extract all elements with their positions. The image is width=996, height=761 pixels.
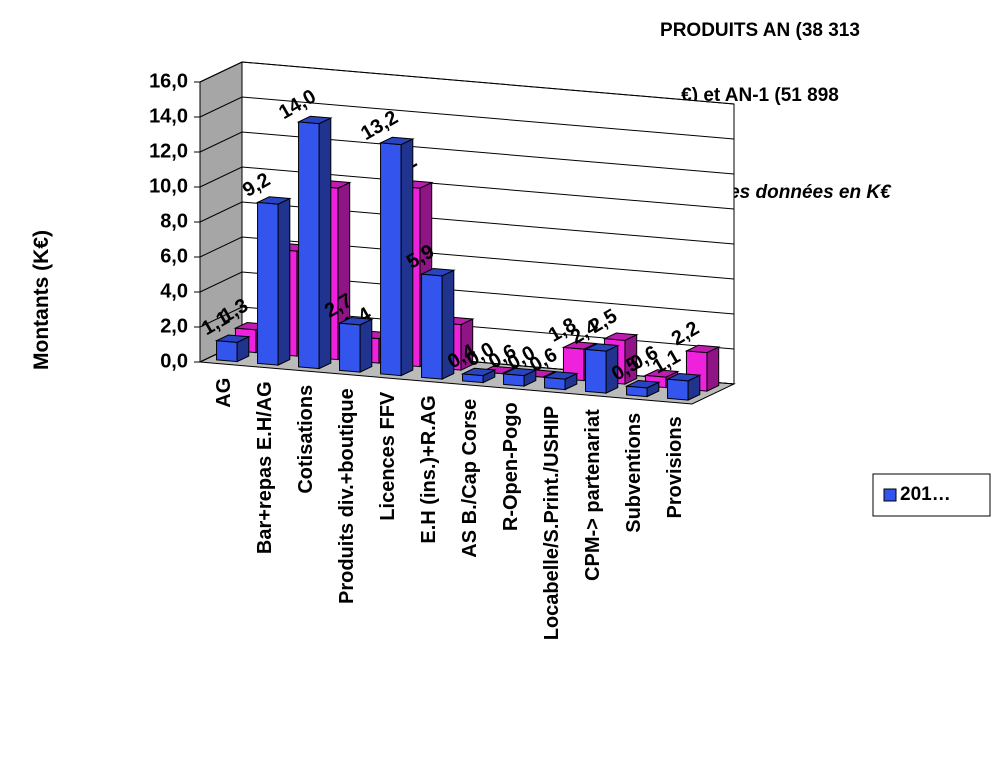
bar-top: [378, 136, 415, 146]
y-tick-label: 6,0: [160, 245, 188, 267]
bar-front: [585, 348, 607, 394]
grid-line: [199, 201, 735, 245]
grid-line: [199, 306, 735, 350]
bar-top: [684, 344, 721, 354]
x-tick-label: E.H (ins.)+R.AG: [418, 395, 440, 543]
bar-side: [359, 318, 373, 373]
bar: [255, 196, 292, 366]
chart-title: PRODUITS AN (38 313: [660, 20, 860, 41]
y-tick-label: 16,0: [149, 70, 188, 92]
bar: [542, 371, 579, 391]
bar-front: [667, 378, 689, 401]
bar-top: [583, 343, 620, 352]
chart-title: €) et AN-1 (51 898: [681, 85, 839, 106]
x-tick-label: AG: [213, 378, 235, 408]
x-tick-label: Cotisations: [295, 385, 317, 494]
bar-top: [255, 196, 292, 205]
y-tick-label: 4,0: [160, 280, 188, 302]
bar-top: [501, 367, 538, 377]
bar: [214, 334, 251, 363]
bar-top: [643, 369, 680, 378]
bar-top: [214, 334, 251, 343]
bar-side: [277, 197, 291, 366]
bar-top: [602, 332, 639, 341]
legend-label: 201…: [900, 484, 951, 505]
x-tick-label: Provisions: [664, 416, 686, 518]
y-tick-label: 14,0: [149, 105, 188, 127]
bar-top: [561, 341, 598, 350]
x-tick-label: AS B./Cap Corse: [459, 399, 481, 558]
y-tick-label: 0,0: [160, 350, 188, 372]
x-tick-label: Locabelle/S.Print./USHIP: [541, 406, 563, 641]
bar-front: [339, 322, 361, 373]
bar: [583, 343, 620, 394]
x-tick-label: Licences FFV: [377, 391, 399, 521]
y-tick-label: 10,0: [149, 175, 188, 197]
grid-line: [199, 166, 735, 210]
bar: [419, 268, 456, 380]
grid-line: [199, 61, 735, 105]
bar: [665, 373, 702, 401]
bar-top: [542, 371, 579, 380]
bar-top: [419, 268, 456, 277]
x-tick-label: Bar+repas E.H/AG: [254, 381, 276, 554]
bar: [378, 136, 415, 377]
y-tick-label: 2,0: [160, 315, 188, 337]
bar-top: [665, 373, 702, 382]
bar: [337, 317, 374, 373]
x-tick-label: R-Open-Pogo: [500, 402, 522, 531]
bar: [460, 367, 497, 384]
bar-front: [216, 340, 238, 363]
y-tick-label: 12,0: [149, 140, 188, 162]
x-tick-label: Produits div.+boutique: [336, 388, 358, 604]
bar-top: [296, 115, 333, 125]
bar: [296, 115, 333, 370]
x-tick-label: CPM-> partenariat: [582, 409, 604, 581]
grid-line: [199, 131, 735, 175]
x-tick-label: Subventions: [623, 413, 645, 533]
bar-top: [460, 367, 497, 377]
bar-top: [337, 317, 374, 326]
y-axis-title: Montants (K€): [30, 230, 53, 370]
legend-swatch: [883, 488, 897, 502]
bar: [624, 380, 661, 398]
bar-front: [380, 142, 402, 377]
bar-side: [318, 117, 332, 370]
bar-front: [257, 201, 279, 366]
bar-front: [298, 121, 320, 370]
grid-line: [199, 96, 735, 140]
bar: [501, 367, 538, 387]
bar-front: [421, 273, 443, 380]
grid-line: [199, 236, 735, 280]
bar-top: [624, 380, 661, 389]
y-tick-label: 8,0: [160, 210, 188, 232]
grid-line: [199, 271, 735, 315]
bar-side: [706, 346, 720, 392]
